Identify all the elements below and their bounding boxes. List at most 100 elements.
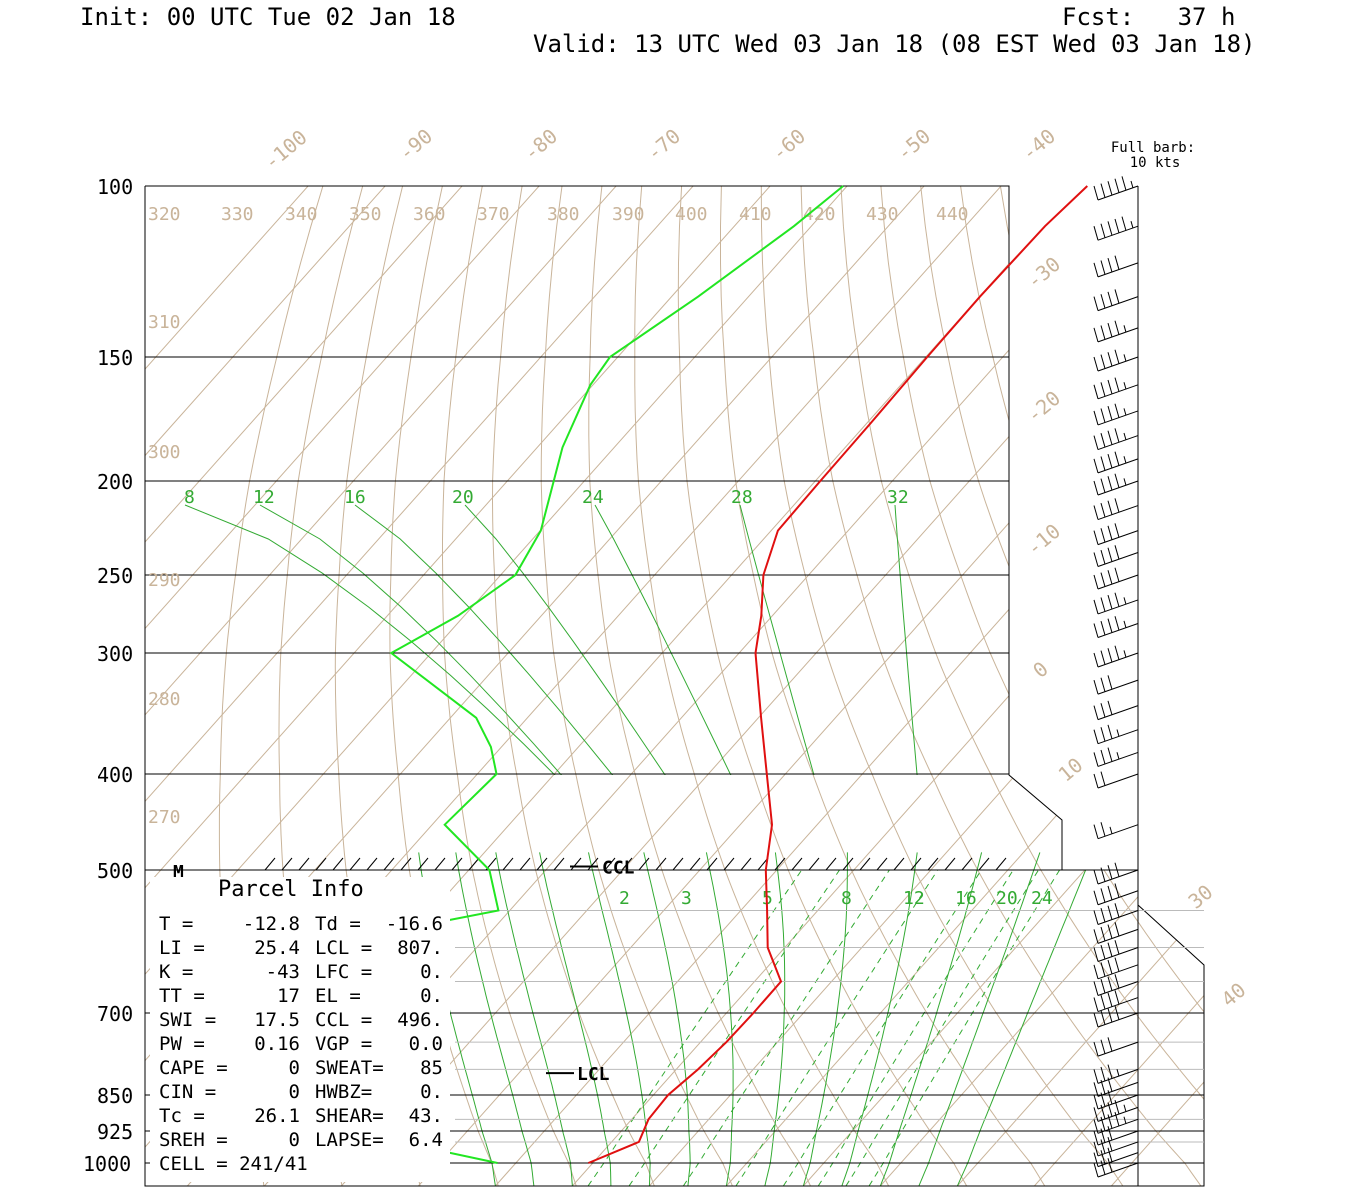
parcel-field-value: 0 [289, 1129, 300, 1151]
upper-mixing-curve [594, 504, 732, 775]
isotherm-label: -40 [1017, 124, 1060, 166]
dry-adiabat-line [1103, 186, 1204, 1186]
wind-barb [1093, 1126, 1139, 1146]
parcel-field-value: 807. [397, 937, 443, 959]
pressure-tick-label: 925 [97, 1120, 133, 1144]
parcel-field-label: SHEAR= [315, 1105, 384, 1127]
pressure-tick-label: 400 [97, 763, 133, 787]
hatch-tick [791, 857, 803, 871]
barb-legend-value: 10 kts [1130, 155, 1181, 171]
mixing-ratio-label: 2 [619, 888, 630, 909]
parcel-field-label: TT = [159, 985, 205, 1007]
theta-label: 350 [349, 204, 382, 225]
hatch-tick [383, 857, 395, 871]
level-marker-m: M [173, 862, 184, 883]
dry-adiabat-line [540, 186, 735, 1186]
moist-adiabat-line [643, 852, 691, 1186]
parcel-field-label: T = [159, 913, 193, 935]
parcel-field-value: 0.0 [409, 1033, 443, 1055]
valid-time: Valid: 13 UTC Wed 03 Jan 18 (08 EST Wed … [533, 30, 1256, 58]
parcel-field-label: LFC = [315, 961, 372, 983]
isotherm-label: -20 [1022, 386, 1065, 428]
dry-adiabat-line [953, 186, 1204, 1186]
hatch-tick [689, 857, 701, 871]
isotherm-label: -10 [1022, 519, 1065, 561]
parcel-field-value: -43 [266, 961, 300, 983]
wind-barb [1093, 1005, 1139, 1028]
theta-label: 400 [675, 204, 708, 225]
theta-label: 430 [866, 204, 899, 225]
hatch-tick [553, 857, 565, 871]
parcel-field-value: 26.1 [254, 1105, 300, 1127]
mixing-ratio-label: 28 [731, 487, 753, 508]
hatch-tick [468, 857, 480, 871]
hatch-tick [638, 857, 650, 871]
hatch-tick [315, 857, 327, 871]
dry-adiabat-line [1028, 186, 1204, 1186]
parcel-field-value: 0 [289, 1057, 300, 1079]
wind-barb [1093, 1077, 1139, 1097]
dry-adiabat-line [691, 186, 1048, 1186]
theta-label: 410 [739, 204, 772, 225]
isotherm-line [1033, 186, 1204, 1186]
hatch-tick [536, 857, 548, 871]
parcel-field-label: LAPSE= [315, 1129, 384, 1151]
hatch-tick [740, 857, 752, 871]
parcel-field-label: SREH = [159, 1129, 228, 1151]
hatch-tick [332, 857, 344, 871]
hatch-tick [366, 857, 378, 871]
pressure-tick-label: 1000 [83, 1152, 131, 1176]
mixing-ratio-line [628, 869, 840, 1186]
isotherm-label: 30 [1184, 880, 1218, 914]
isotherm-label: -60 [767, 124, 810, 166]
isotherm-line [956, 186, 1204, 1186]
wind-barb [1093, 1158, 1139, 1178]
wind-barb [1093, 498, 1139, 521]
theta-label: 420 [803, 204, 836, 225]
theta-label: 290 [148, 570, 181, 591]
parcel-field-value: 0. [420, 985, 443, 1007]
parcel-field-value: 6.4 [409, 1129, 443, 1151]
wind-barb [1093, 903, 1139, 925]
pressure-tick-label: 150 [97, 346, 133, 370]
moist-adiabat-line [956, 852, 1094, 1186]
mixing-ratio-line [735, 869, 939, 1186]
moist-adiabat-line [455, 852, 535, 1186]
theta-label: 320 [148, 204, 181, 225]
isotherm-label: -90 [394, 124, 437, 166]
forecast-hour: Fcst: 37 h [1062, 3, 1236, 31]
isotherm-label: -100 [259, 125, 311, 174]
isotherm-label: 0 [1028, 657, 1053, 683]
parcel-field-value: 17 [277, 985, 300, 1007]
parcel-cell-value: CELL = 241/41 [159, 1153, 308, 1175]
isotherm-label: 40 [1217, 978, 1251, 1012]
hatch-tick [264, 857, 276, 871]
mixing-ratio-label: 8 [841, 888, 852, 909]
moist-adiabat-line [764, 852, 786, 1186]
wind-barb [1093, 592, 1139, 615]
isotherm-line [1110, 186, 1204, 1186]
hatch-tick [876, 857, 888, 871]
upper-mixing-curve [739, 504, 815, 775]
hatch-tick [842, 857, 854, 871]
isotherm-label: -50 [892, 124, 935, 166]
hatch-tick [774, 857, 786, 871]
dry-adiabat-line [1065, 186, 1204, 1186]
level-label-lcl: LCL [577, 1064, 610, 1085]
hatch-tick [706, 857, 718, 871]
pressure-tick-label: 700 [97, 1002, 133, 1026]
mixing-ratio-line [682, 869, 890, 1186]
parcel-field-label: LCL = [315, 937, 372, 959]
parcel-info-box [150, 877, 450, 1182]
dry-adiabat-line [1253, 131, 1350, 1191]
mixing-ratio-label: 20 [452, 487, 474, 508]
moist-adiabat-line [705, 852, 734, 1186]
hatch-tick [349, 857, 361, 871]
mixing-ratio-line [817, 869, 1014, 1186]
barb-legend-title: Full barb: [1111, 140, 1195, 156]
hatch-tick [672, 857, 684, 871]
dry-adiabat-line [841, 186, 1204, 1186]
mixing-ratio-line [782, 869, 982, 1186]
wind-barb [1093, 377, 1139, 400]
